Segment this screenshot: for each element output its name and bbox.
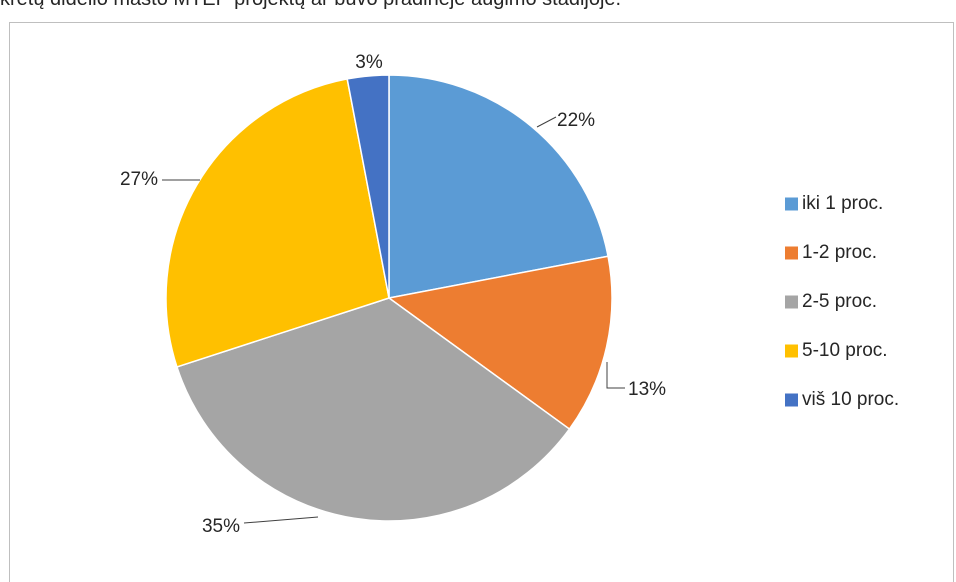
legend-swatch-2 — [785, 246, 798, 260]
legend-swatch-3 — [785, 295, 798, 309]
legend-label-5: viš 10 proc. — [802, 389, 899, 410]
pie-slice-4 — [165, 78, 390, 368]
leader-line-1 — [536, 116, 557, 128]
data-label-3: 35% — [202, 516, 240, 537]
data-label-1: 22% — [557, 110, 595, 131]
pie-slice-5 — [346, 74, 390, 299]
data-label-5: 3% — [355, 52, 383, 73]
leader-lines — [162, 116, 625, 524]
pie-slice-1 — [388, 74, 609, 299]
legend-swatch-5 — [785, 393, 798, 407]
legend-label-3: 2-5 proc. — [802, 291, 877, 312]
pie-slice-3 — [175, 297, 571, 522]
data-labels: 22% 13% 35% 27% 3% — [120, 52, 666, 537]
legend-label-4: 5-10 proc. — [802, 340, 888, 361]
legend-swatch-1 — [785, 197, 798, 211]
legend-label-1: iki 1 proc. — [802, 193, 883, 214]
pie-slices — [165, 74, 613, 522]
chart-frame — [9, 22, 954, 582]
legend-label-2: 1-2 proc. — [802, 242, 877, 263]
page-caption: kretų didelio masto MTEP projektų ar buv… — [0, 0, 956, 18]
data-label-2: 13% — [628, 379, 666, 400]
data-label-4: 27% — [120, 169, 158, 190]
pie-slice-2 — [387, 255, 613, 431]
legend: iki 1 proc. 1-2 proc. 2-5 proc. 5-10 proc. v… — [785, 193, 899, 410]
leader-line-2 — [606, 362, 625, 389]
legend-swatch-4 — [785, 344, 798, 358]
leader-line-3 — [243, 516, 319, 524]
